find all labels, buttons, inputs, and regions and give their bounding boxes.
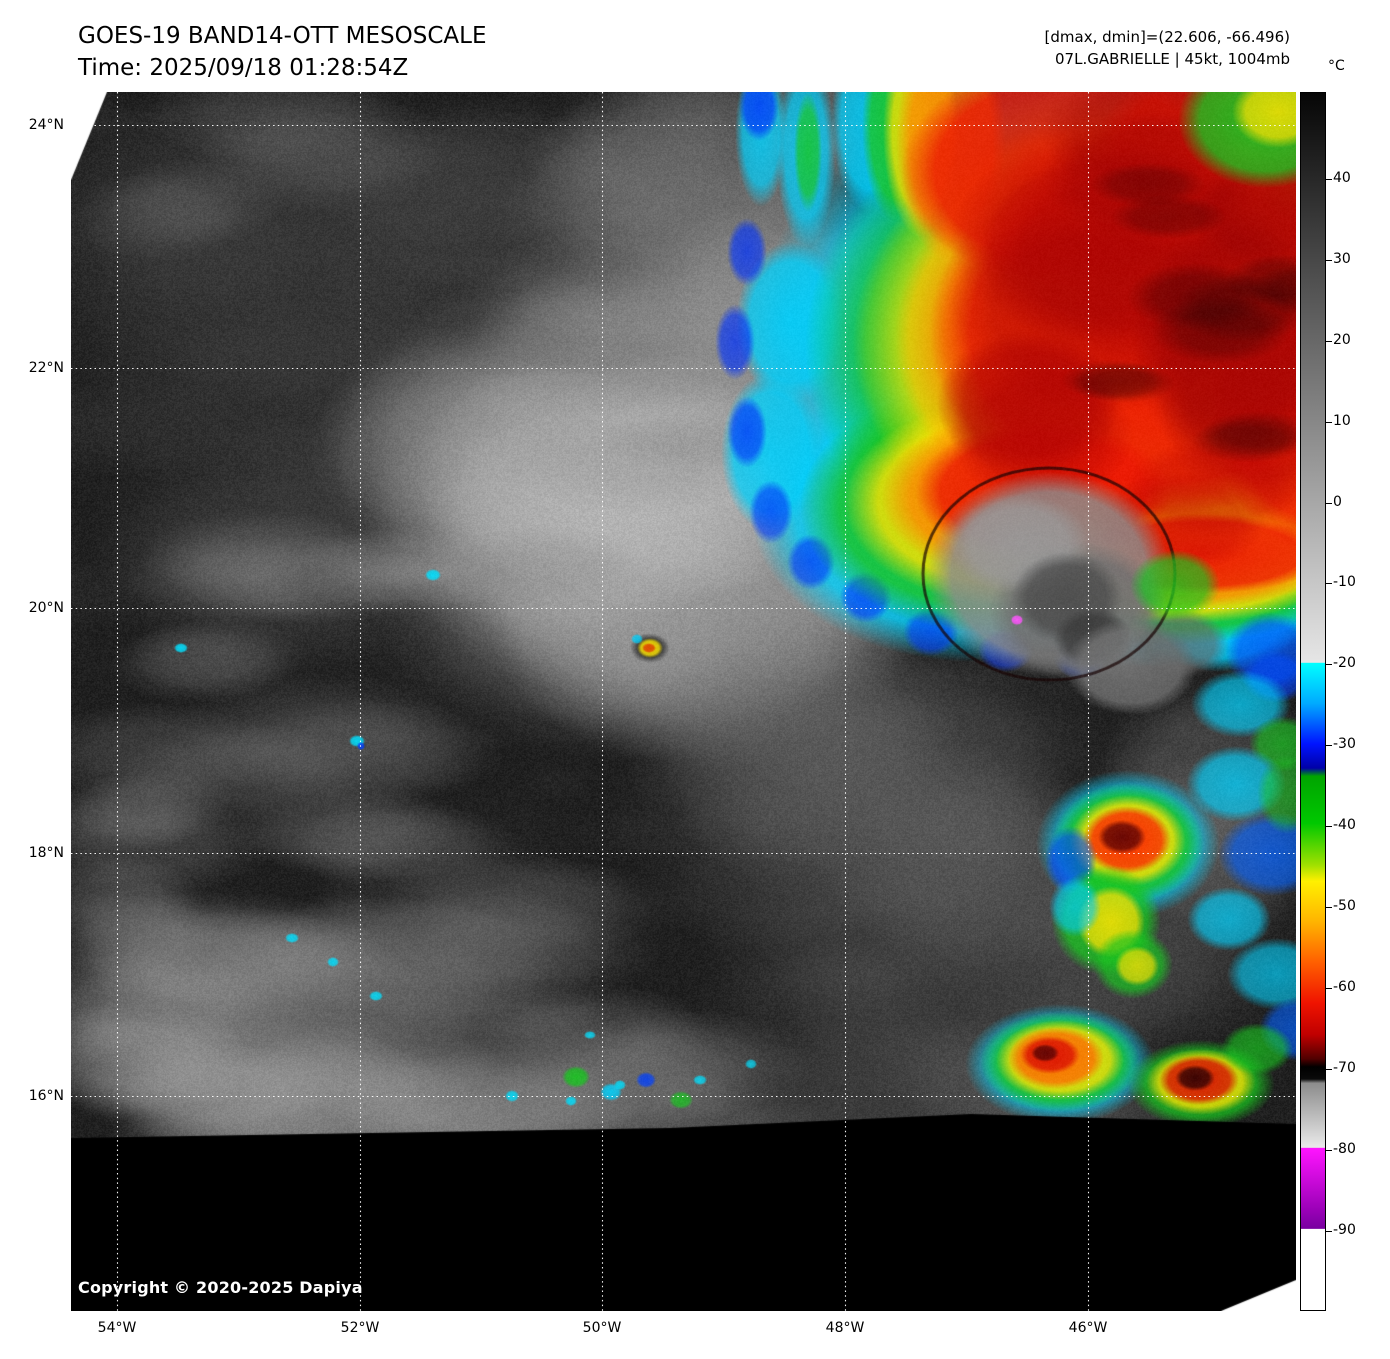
satellite-plot: Copyright © 2020-2025 Dapiya (71, 92, 1296, 1311)
title-block: GOES-19 BAND14-OTT MESOSCALE Time: 2025/… (78, 20, 487, 84)
colorbar-tick-mark (1326, 422, 1332, 423)
longitude-label: 52°W (325, 1320, 395, 1336)
header-right: [dmax, dmin]=(22.606, -66.496) 07L.GABRI… (1045, 26, 1290, 70)
latitude-label: 18°N (0, 844, 64, 862)
latitude-label: 20°N (0, 599, 64, 617)
longitude-label: 48°W (810, 1320, 880, 1336)
colorbar-tick-label: -10 (1333, 574, 1356, 590)
colorbar-tick-label: -20 (1333, 655, 1356, 671)
colorbar-tick-mark (1326, 179, 1332, 180)
colorbar-tick-mark (1326, 1069, 1332, 1070)
colorbar-tick-label: -90 (1333, 1222, 1356, 1238)
colorbar-tick-mark (1326, 664, 1332, 665)
longitude-label: 54°W (82, 1320, 152, 1336)
colorbar-gradient (1301, 93, 1325, 1310)
satellite-image-canvas (71, 92, 1296, 1311)
colorbar-tick-mark (1326, 907, 1332, 908)
storm-info: 07L.GABRIELLE | 45kt, 1004mb (1045, 48, 1290, 70)
timestamp: Time: 2025/09/18 01:28:54Z (78, 52, 487, 84)
colorbar-tick-label: -40 (1333, 817, 1356, 833)
colorbar: 40 30 20 10 0 -10 -20 -30 -40 -50 -60 -70 -80 -90 (1300, 92, 1326, 1311)
colorbar-tick-label: 20 (1333, 332, 1351, 348)
colorbar-tick-label: -30 (1333, 736, 1356, 752)
latitude-label: 16°N (0, 1087, 64, 1105)
dminmax-readout: [dmax, dmin]=(22.606, -66.496) (1045, 26, 1290, 48)
colorbar-tick-mark (1326, 341, 1332, 342)
colorbar-tick-label: 40 (1333, 170, 1351, 186)
colorbar-tick-mark (1326, 503, 1332, 504)
latitude-label: 22°N (0, 359, 64, 377)
colorbar-tick-label: -50 (1333, 898, 1356, 914)
colorbar-tick-label: 30 (1333, 251, 1351, 267)
latitude-label: 24°N (0, 116, 64, 134)
colorbar-tick-mark (1326, 260, 1332, 261)
colorbar-tick-label: -80 (1333, 1141, 1356, 1157)
goes-satellite-view: GOES-19 BAND14-OTT MESOSCALE Time: 2025/… (0, 0, 1390, 1359)
colorbar-tick-label: 10 (1333, 413, 1351, 429)
copyright-text: Copyright © 2020-2025 Dapiya (78, 1278, 363, 1297)
longitude-label: 50°W (567, 1320, 637, 1336)
colorbar-tick-mark (1326, 1231, 1332, 1232)
longitude-label: 46°W (1053, 1320, 1123, 1336)
page-title: GOES-19 BAND14-OTT MESOSCALE (78, 20, 487, 52)
colorbar-tick-label: -70 (1333, 1060, 1356, 1076)
colorbar-tick-mark (1326, 583, 1332, 584)
colorbar-tick-mark (1326, 745, 1332, 746)
colorbar-tick-label: -60 (1333, 979, 1356, 995)
colorbar-tick-mark (1326, 1150, 1332, 1151)
colorbar-unit-label: °C (1328, 58, 1345, 74)
colorbar-tick-label: 0 (1333, 494, 1342, 510)
colorbar-tick-mark (1326, 988, 1332, 989)
colorbar-tick-mark (1326, 826, 1332, 827)
